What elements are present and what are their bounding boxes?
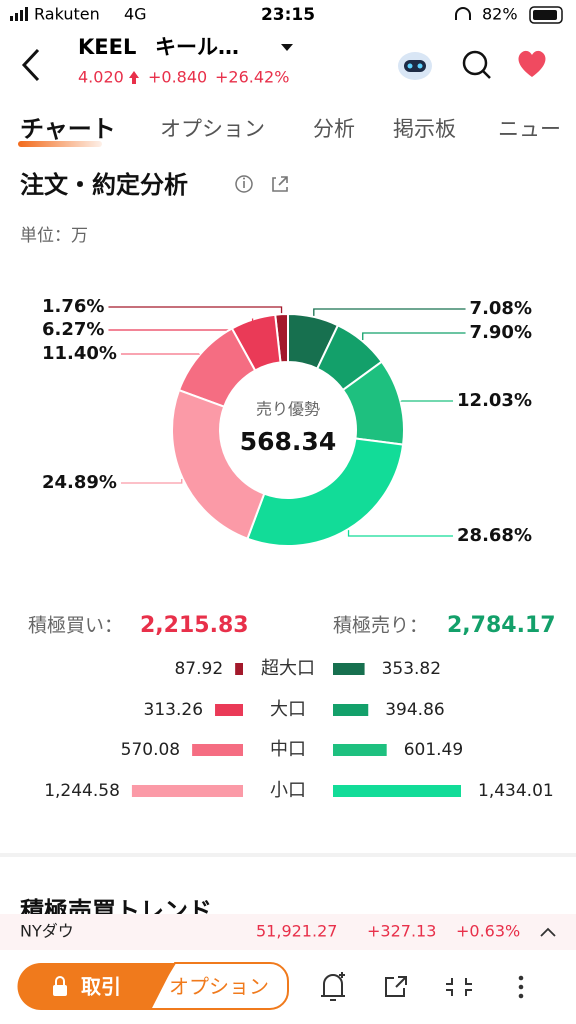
- buy-bar: [235, 663, 243, 675]
- sell-value: 601.49: [404, 740, 463, 760]
- trade-button[interactable]: [17, 963, 175, 1010]
- leader-line: [362, 332, 466, 340]
- sell-bar: [333, 785, 461, 797]
- buy-bar: [215, 704, 243, 716]
- expand-icon[interactable]: [540, 927, 556, 937]
- ticker: KEEL: [78, 35, 136, 59]
- signal-icon: [10, 7, 28, 21]
- tab-underline: [18, 141, 102, 147]
- share-icon[interactable]: [272, 176, 288, 192]
- sell-bar: [333, 744, 387, 756]
- donut-segment: [246, 437, 405, 547]
- donut-label: 6.27%: [42, 319, 104, 340]
- tab[interactable]: ニュー: [498, 117, 561, 141]
- dropdown-icon[interactable]: [281, 44, 293, 51]
- leader-line: [313, 308, 466, 316]
- donut-center-value: 568.34: [240, 427, 336, 456]
- tab[interactable]: 分析: [313, 117, 355, 141]
- donut-segment: [230, 313, 282, 372]
- fullscreen-icon[interactable]: [446, 978, 472, 996]
- donut-label: 12.03%: [457, 390, 532, 411]
- donut-label: 24.89%: [42, 472, 117, 493]
- sell-total: 2,784.17: [447, 613, 556, 638]
- index-change: +327.13: [367, 922, 436, 941]
- buy-bar: [131, 785, 243, 797]
- change: +0.840: [148, 68, 207, 87]
- buy-value: 570.08: [121, 740, 180, 760]
- trade-label: 取引: [81, 975, 121, 999]
- ticker-bar[interactable]: [0, 914, 576, 950]
- favorite-icon[interactable]: [518, 50, 546, 77]
- price: 4.020: [78, 68, 124, 87]
- buy-total: 2,215.83: [140, 613, 249, 638]
- alert-icon[interactable]: [321, 972, 345, 1001]
- buy-value: 313.26: [144, 700, 203, 720]
- sell-value: 394.86: [385, 700, 444, 720]
- donut-segment: [171, 388, 266, 540]
- change-percent: +26.42%: [215, 68, 289, 87]
- buy-total-label: 積極買い：: [28, 615, 123, 637]
- donut-segment: [177, 327, 257, 408]
- options-button[interactable]: [145, 962, 289, 1010]
- index-name: NYダウ: [20, 922, 74, 941]
- flow-category: 中口: [270, 739, 306, 760]
- leader-line: [108, 318, 254, 331]
- time: 23:15: [261, 5, 315, 25]
- buy-value: 1,244.58: [44, 781, 120, 801]
- network: 4G: [124, 5, 147, 24]
- divider: [0, 853, 576, 857]
- unit-label: 単位：万: [20, 226, 88, 246]
- share-button[interactable]: [385, 976, 407, 997]
- battery-level: [533, 10, 557, 20]
- buy-bar: [192, 744, 243, 756]
- info-icon[interactable]: [235, 175, 253, 193]
- sell-total-label: 積極売り：: [333, 615, 428, 637]
- assistant-icon[interactable]: [398, 52, 432, 80]
- donut-center-label: 売り優勢: [256, 400, 320, 419]
- sell-bar: [333, 663, 365, 675]
- donut-label: 7.90%: [470, 322, 532, 343]
- sell-bar: [333, 704, 369, 716]
- tab[interactable]: チャート: [20, 115, 116, 143]
- buy-value: 87.92: [174, 659, 223, 679]
- section-title: 注文・約定分析: [20, 171, 188, 199]
- search-icon[interactable]: [462, 50, 491, 79]
- donut-label: 1.76%: [42, 296, 104, 317]
- donut-label: 28.68%: [457, 525, 532, 546]
- tab[interactable]: 掲示板: [393, 117, 456, 141]
- battery-icon: [529, 6, 563, 24]
- stock-name[interactable]: キール…: [155, 35, 239, 59]
- flow-category: 大口: [270, 699, 306, 720]
- carrier: Rakuten: [34, 5, 100, 24]
- donut-label: 7.08%: [470, 298, 532, 319]
- leader-line: [108, 306, 283, 314]
- leader-line: [347, 530, 454, 537]
- headphone-icon: [455, 7, 471, 20]
- index-change-percent: +0.63%: [456, 922, 520, 941]
- lock-icon: [53, 976, 67, 996]
- index-value: 51,921.27: [256, 922, 337, 941]
- back-button[interactable]: [21, 48, 40, 82]
- flow-category: 小口: [270, 780, 306, 801]
- sell-value: 353.82: [382, 659, 441, 679]
- sell-value: 1,434.01: [478, 781, 554, 801]
- tab[interactable]: オプション: [160, 117, 265, 141]
- more-icon[interactable]: [518, 975, 524, 999]
- battery: 82%: [482, 5, 518, 24]
- up-arrow: [129, 71, 139, 84]
- leader-line: [120, 478, 183, 484]
- donut-label: 11.40%: [42, 343, 117, 364]
- flow-category: 超大口: [261, 658, 315, 679]
- options-label: オプション: [169, 975, 269, 999]
